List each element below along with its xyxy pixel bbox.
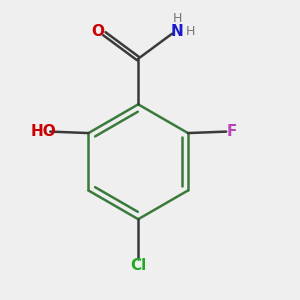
Text: N: N bbox=[171, 24, 184, 39]
Text: F: F bbox=[226, 124, 237, 139]
Text: H: H bbox=[186, 25, 195, 38]
Text: HO: HO bbox=[31, 124, 57, 139]
Text: H: H bbox=[173, 12, 182, 25]
Text: Cl: Cl bbox=[130, 258, 146, 273]
Text: O: O bbox=[92, 24, 104, 39]
